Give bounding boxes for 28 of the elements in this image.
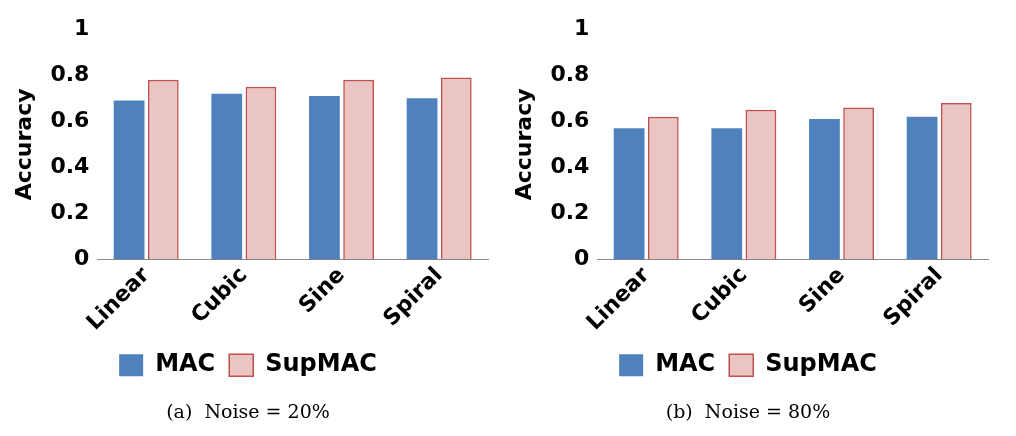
legend-label: SupMAC	[765, 349, 877, 378]
y-tick-label: 0	[74, 245, 90, 271]
bar	[440, 77, 472, 260]
y-tick-label: 0.2	[50, 199, 90, 225]
y-axis-title: Accuracy	[510, 88, 536, 201]
y-tick-label: 1	[574, 14, 590, 40]
bar	[245, 86, 277, 260]
y-tick-label: 0.4	[550, 153, 590, 179]
y-tick-label: 0.6	[550, 107, 590, 133]
bar	[147, 79, 179, 260]
legend-label: MAC	[155, 349, 216, 378]
y-tick-label: 0.6	[50, 107, 90, 133]
text: (a) Noise = 20%	[166, 399, 330, 422]
bar	[343, 79, 374, 260]
text: (b) Noise = 80%	[665, 399, 831, 422]
bar	[211, 93, 243, 260]
bar	[113, 100, 145, 260]
y-tick-label: 0.8	[50, 60, 90, 86]
y-tick-label: 0	[574, 245, 590, 271]
bar	[406, 98, 438, 260]
y-tick-label: 0.4	[50, 153, 90, 179]
legend-label: SupMAC	[265, 349, 377, 378]
y-tick-label: 0.8	[550, 60, 590, 86]
y-tick-label: 1	[74, 14, 90, 40]
legend-label: MAC	[655, 349, 716, 378]
y-axis-title: Accuracy	[10, 88, 36, 201]
y-tick-label: 0.2	[550, 199, 590, 225]
bar	[309, 95, 340, 260]
